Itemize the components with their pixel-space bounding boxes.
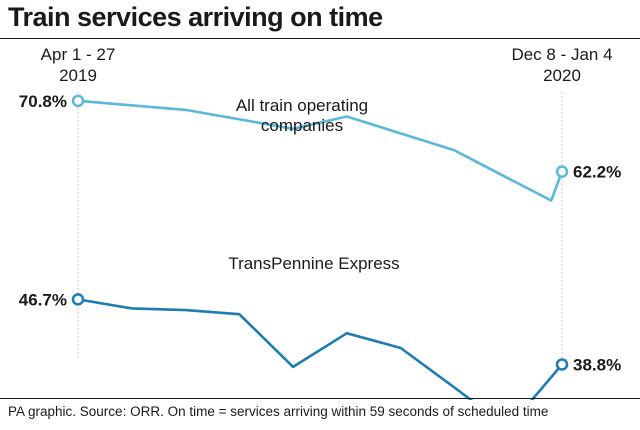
title-divider — [0, 38, 640, 39]
footer-divider — [0, 398, 640, 399]
series-1-label: companies — [261, 116, 343, 135]
series-2-label: TransPennine Express — [228, 254, 399, 273]
series-1-label: All train operating — [236, 96, 368, 115]
source-note: PA graphic. Source: ORR. On time = servi… — [8, 404, 549, 419]
end-period-year: 2020 — [543, 66, 581, 85]
series-line-2 — [76, 298, 564, 400]
series-2-start-value: 46.7% — [19, 290, 67, 309]
start-period-year: 2019 — [59, 66, 97, 85]
series-1-start-point — [71, 94, 85, 108]
series-1-end-point — [555, 165, 569, 178]
series-1-start-value: 70.8% — [19, 92, 67, 111]
line-chart: Apr 1 - 27 2019 Dec 8 - Jan 4 2020 70.8%… — [19, 45, 621, 400]
series-2-end-point — [555, 358, 569, 371]
series-2-start-point — [71, 293, 85, 306]
start-period-label: Apr 1 - 27 — [41, 45, 116, 64]
series-1-end-value: 62.2% — [573, 163, 621, 182]
series-2-end-value: 38.8% — [573, 355, 621, 374]
end-period-label: Dec 8 - Jan 4 — [511, 45, 612, 64]
chart-title: Train services arriving on time — [8, 2, 383, 32]
series-line-1 — [76, 99, 564, 202]
